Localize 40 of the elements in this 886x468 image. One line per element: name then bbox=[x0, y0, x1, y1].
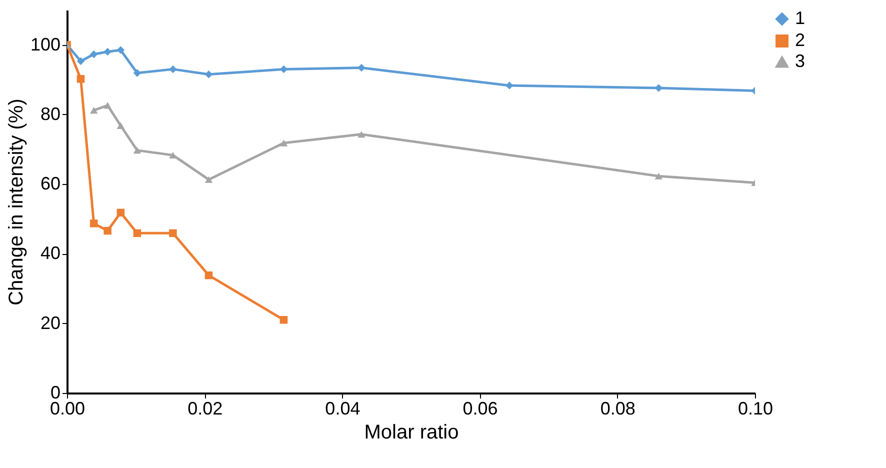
point bbox=[169, 229, 177, 238]
point bbox=[654, 172, 663, 180]
point bbox=[133, 229, 142, 238]
point bbox=[280, 316, 288, 324]
point bbox=[116, 208, 125, 217]
legend-label: 3 bbox=[795, 51, 806, 71]
y-tick-label: 100 bbox=[30, 34, 60, 54]
point bbox=[204, 176, 213, 183]
point bbox=[280, 140, 288, 146]
point bbox=[116, 122, 125, 129]
point bbox=[133, 69, 142, 77]
point bbox=[90, 106, 98, 114]
point bbox=[133, 146, 142, 154]
point bbox=[104, 226, 112, 235]
x-tick-label: 0.02 bbox=[188, 398, 223, 418]
legend-label: 2 bbox=[795, 30, 806, 50]
point bbox=[90, 50, 98, 58]
y-tick-label: 40 bbox=[40, 243, 60, 264]
point bbox=[76, 75, 85, 83]
x-tick-label: 0.08 bbox=[600, 398, 636, 418]
point bbox=[358, 64, 366, 72]
point bbox=[76, 57, 85, 66]
y-tick-label: 20 bbox=[40, 312, 60, 333]
point bbox=[358, 130, 366, 138]
point bbox=[104, 48, 112, 56]
point bbox=[204, 70, 213, 78]
legend-label: 1 bbox=[795, 8, 806, 28]
point bbox=[204, 271, 213, 280]
x-tick-label: 0.10 bbox=[738, 398, 774, 418]
point bbox=[90, 220, 98, 228]
point bbox=[506, 82, 514, 90]
x-axis-title: Molar ratio bbox=[364, 422, 459, 444]
point bbox=[169, 65, 177, 74]
y-tick-label: 80 bbox=[40, 104, 60, 124]
x-tick-label: 0.06 bbox=[462, 398, 498, 418]
x-tick-label: 0.04 bbox=[325, 398, 360, 418]
y-tick-label: 60 bbox=[40, 174, 60, 194]
point bbox=[104, 102, 112, 109]
y-axis-title: Change in intensity (%) bbox=[5, 98, 28, 306]
point bbox=[116, 46, 125, 54]
